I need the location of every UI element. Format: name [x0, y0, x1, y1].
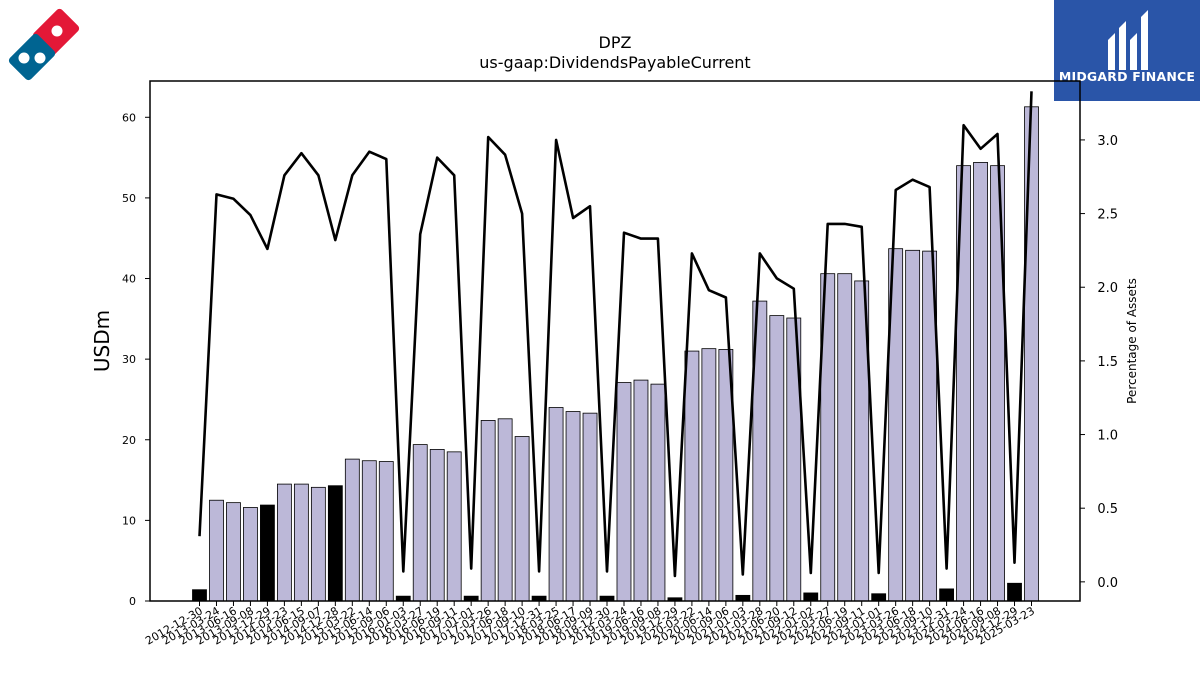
- bar: [905, 249, 921, 602]
- line-series: [198, 91, 1033, 578]
- chart-subtitle: us-gaap:DividendsPayableCurrent: [479, 53, 750, 72]
- y-tick-label: 60: [122, 111, 136, 124]
- bar: [514, 436, 530, 602]
- bar: [939, 588, 955, 602]
- percentage-line: [198, 91, 1033, 578]
- bar: [260, 504, 275, 602]
- bar: [973, 162, 988, 602]
- midgard-logo-icon: [1108, 10, 1148, 70]
- bar: [871, 593, 887, 602]
- bar: [226, 502, 241, 602]
- y-tick-label: 30: [122, 353, 136, 366]
- y2-tick-label: 2.0: [1097, 281, 1118, 296]
- bar-series: [192, 106, 1039, 602]
- y2-axis-label: Percentage of Assets: [1125, 278, 1139, 404]
- bar: [548, 407, 564, 602]
- bar: [684, 350, 700, 602]
- bar: [327, 485, 343, 602]
- bar: [1024, 106, 1039, 602]
- bar: [361, 460, 377, 602]
- bar: [633, 379, 649, 602]
- y-axis-label: USDm: [90, 310, 114, 372]
- y2-tick-label: 0.5: [1097, 502, 1118, 517]
- brand-box: MIDGARD FINANCE: [1054, 0, 1200, 101]
- y2-tick-label: 1.5: [1097, 355, 1118, 370]
- plot-frame: [149, 80, 1081, 602]
- chart-title: DPZ: [599, 33, 632, 52]
- bar: [497, 418, 513, 602]
- bar: [429, 449, 445, 602]
- bar: [276, 483, 292, 602]
- brand-name: MIDGARD FINANCE: [1059, 69, 1195, 84]
- bar: [650, 383, 666, 602]
- y2-tick-label: 1.0: [1097, 429, 1118, 444]
- y2-tick-label: 0.0: [1097, 576, 1118, 591]
- y2-tick-label: 3.0: [1097, 134, 1118, 149]
- y-tick-label: 0: [129, 595, 136, 608]
- bar: [616, 382, 632, 602]
- bar: [446, 451, 462, 602]
- bar: [378, 461, 394, 602]
- bar: [480, 420, 496, 602]
- bar: [803, 592, 819, 602]
- bar: [209, 499, 224, 602]
- bar: [1007, 582, 1022, 602]
- bar: [837, 273, 853, 602]
- axes: 01020304050600.00.51.01.52.02.53.02012-1…: [122, 80, 1118, 648]
- y-tick-label: 10: [122, 514, 136, 527]
- y2-tick-label: 2.5: [1097, 208, 1118, 223]
- y-tick-label: 50: [122, 192, 136, 205]
- bar: [582, 412, 598, 602]
- bar: [293, 483, 309, 602]
- bar: [565, 411, 581, 602]
- bar: [243, 507, 258, 602]
- y-tick-label: 20: [122, 434, 136, 447]
- bar: [344, 458, 360, 602]
- domino-logo-icon: [8, 8, 80, 81]
- bar: [412, 444, 428, 602]
- bar: [192, 589, 207, 602]
- bar: [701, 348, 717, 602]
- bar: [769, 315, 785, 602]
- bar: [735, 594, 751, 602]
- y-tick-label: 40: [122, 273, 136, 286]
- bar: [310, 486, 326, 602]
